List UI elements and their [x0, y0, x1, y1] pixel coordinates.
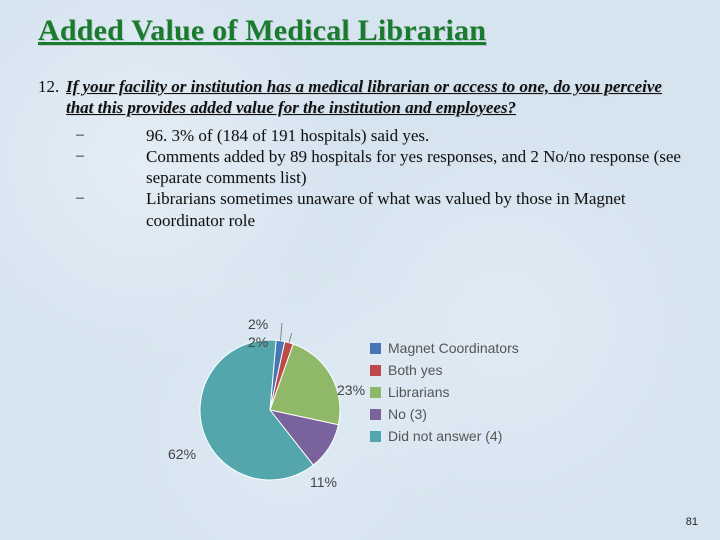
pie-slice-label: 23% [337, 382, 365, 398]
legend-item: Magnet Coordinators [370, 340, 519, 356]
bullet-text: Comments added by 89 hospitals for yes r… [146, 146, 682, 189]
legend-label: Both yes [388, 362, 442, 378]
pie-slice-label: 62% [168, 446, 196, 462]
pie-slice-label: 11% [310, 474, 337, 490]
bullet-list: – 96. 3% of (184 of 191 hospitals) said … [38, 125, 682, 231]
list-item: – 96. 3% of (184 of 191 hospitals) said … [38, 125, 682, 146]
slide-title: Added Value of Medical Librarian [0, 0, 720, 48]
page-number: 81 [686, 516, 698, 528]
legend-swatch [370, 343, 381, 354]
legend-label: No (3) [388, 406, 427, 422]
legend-item: Both yes [370, 362, 519, 378]
bullet-dash: – [38, 188, 146, 208]
question-text: If your facility or institution has a me… [66, 76, 682, 119]
legend-swatch [370, 409, 381, 420]
bullet-dash: – [38, 125, 146, 145]
list-item: – Librarians sometimes unaware of what w… [38, 188, 682, 231]
pie-svg [150, 322, 390, 502]
legend-item: Did not answer (4) [370, 428, 519, 444]
legend-item: Librarians [370, 384, 519, 400]
list-item: – Comments added by 89 hospitals for yes… [38, 146, 682, 189]
bullet-text: Librarians sometimes unaware of what was… [146, 188, 682, 231]
chart-legend: Magnet Coordinators Both yes Librarians No … [370, 340, 519, 450]
bullet-text: 96. 3% of (184 of 191 hospitals) said ye… [146, 125, 682, 146]
legend-item: No (3) [370, 406, 519, 422]
content-block: 12. If your facility or institution has … [0, 48, 720, 231]
legend-swatch [370, 431, 381, 442]
question-number: 12. [38, 76, 66, 97]
legend-label: Magnet Coordinators [388, 340, 519, 356]
pie-slice-label: 2% [248, 334, 268, 350]
legend-label: Librarians [388, 384, 449, 400]
question-row: 12. If your facility or institution has … [38, 76, 682, 119]
bullet-dash: – [38, 146, 146, 166]
legend-swatch [370, 365, 381, 376]
legend-swatch [370, 387, 381, 398]
pie-slice-label: 2% [248, 316, 268, 332]
legend-label: Did not answer (4) [388, 428, 502, 444]
